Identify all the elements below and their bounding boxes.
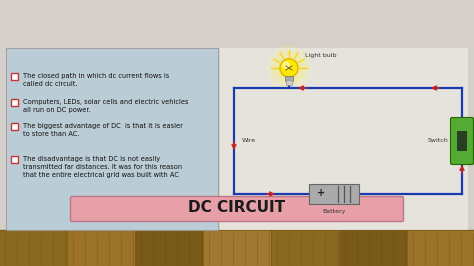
Text: DC CIRCUIT: DC CIRCUIT [189, 201, 285, 215]
Bar [457, 131, 467, 151]
Circle shape [283, 62, 289, 68]
Bar [0, 231, 66, 266]
Bar [272, 231, 338, 266]
Bar [11, 156, 18, 163]
Text: Light bulb: Light bulb [305, 53, 337, 59]
Bar [0, 0, 474, 231]
Bar [309, 184, 359, 204]
FancyBboxPatch shape [6, 48, 218, 230]
Bar [220, 48, 468, 230]
FancyBboxPatch shape [71, 197, 403, 222]
Circle shape [279, 58, 299, 78]
Bar [286, 80, 292, 85]
Text: The biggest advantage of DC  is that it is easier
to store than AC.: The biggest advantage of DC is that it i… [23, 123, 183, 137]
Circle shape [280, 59, 298, 77]
Bar [11, 73, 18, 80]
Text: Switch: Switch [427, 139, 448, 143]
Circle shape [273, 52, 305, 84]
FancyBboxPatch shape [450, 118, 474, 164]
Bar [136, 231, 202, 266]
Text: The closed path in which dc current flows is
called dc circuit.: The closed path in which dc current flow… [23, 73, 169, 87]
Text: Wire: Wire [242, 139, 256, 143]
Bar [340, 231, 406, 266]
Bar [11, 123, 18, 130]
Bar [11, 99, 18, 106]
Bar [0, 230, 474, 266]
Bar [68, 231, 134, 266]
Bar [204, 231, 270, 266]
Circle shape [267, 46, 311, 90]
Text: +: + [318, 188, 326, 198]
Text: The disadvantage is that DC is not easily
transmitted far distances. It was for : The disadvantage is that DC is not easil… [23, 156, 182, 178]
Bar [285, 76, 293, 81]
Bar [408, 231, 474, 266]
Text: Computers, LEDs, solar cells and electric vehicles
all run on DC power.: Computers, LEDs, solar cells and electri… [23, 99, 189, 113]
Text: Battery: Battery [322, 209, 346, 214]
